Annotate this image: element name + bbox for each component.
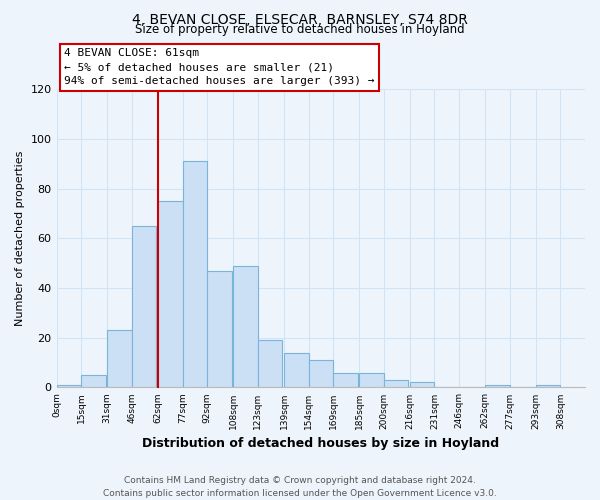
Bar (410, 382, 434, 388)
Bar (333, 372, 358, 388)
Bar (132, 226, 157, 388)
Text: 4, BEVAN CLOSE, ELSECAR, BARNSLEY, S74 8DR: 4, BEVAN CLOSE, ELSECAR, BARNSLEY, S74 8… (132, 12, 468, 26)
Bar (359, 372, 384, 388)
Text: Contains HM Land Registry data © Crown copyright and database right 2024.
Contai: Contains HM Land Registry data © Crown c… (103, 476, 497, 498)
Bar (158, 201, 182, 388)
Bar (81, 375, 106, 388)
Bar (284, 352, 308, 388)
Bar (56, 385, 81, 388)
Bar (182, 162, 207, 388)
Text: 4 BEVAN CLOSE: 61sqm
← 5% of detached houses are smaller (21)
94% of semi-detach: 4 BEVAN CLOSE: 61sqm ← 5% of detached ho… (64, 48, 375, 86)
Bar (233, 266, 258, 388)
Bar (536, 385, 560, 388)
X-axis label: Distribution of detached houses by size in Hoyland: Distribution of detached houses by size … (142, 437, 499, 450)
Bar (258, 340, 283, 388)
Bar (107, 330, 132, 388)
Bar (207, 270, 232, 388)
Bar (384, 380, 409, 388)
Bar (308, 360, 333, 388)
Y-axis label: Number of detached properties: Number of detached properties (15, 150, 25, 326)
Bar (485, 385, 510, 388)
Text: Size of property relative to detached houses in Hoyland: Size of property relative to detached ho… (135, 22, 465, 36)
